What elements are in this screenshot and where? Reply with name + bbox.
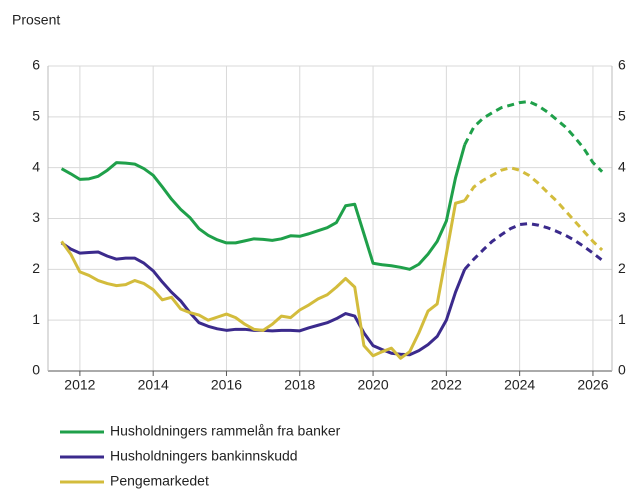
y2-tick-label: 3 bbox=[618, 209, 626, 225]
x-tick-label: 2026 bbox=[577, 377, 608, 393]
y2-tick-label: 0 bbox=[618, 362, 626, 378]
x-tick-label: 2016 bbox=[211, 377, 242, 393]
y-tick-label: 0 bbox=[32, 362, 40, 378]
x-tick-label: 2022 bbox=[431, 377, 462, 393]
y2-tick-label: 6 bbox=[618, 57, 626, 73]
series-line bbox=[60, 144, 467, 271]
y-tick-label: 3 bbox=[32, 209, 40, 225]
series-line bbox=[60, 199, 466, 360]
legend-label: Pengemarkedet bbox=[110, 473, 209, 489]
x-tick-label: 2012 bbox=[64, 377, 95, 393]
x-tick-label: 2014 bbox=[138, 377, 169, 393]
y-tick-label: 2 bbox=[32, 260, 40, 276]
forecast-line bbox=[463, 100, 604, 173]
chart-title: Prosent bbox=[12, 12, 60, 28]
y2-tick-label: 1 bbox=[618, 311, 626, 327]
legend-label: Husholdningers rammelån fra banker bbox=[110, 423, 341, 439]
y-tick-label: 5 bbox=[32, 108, 40, 124]
x-tick-label: 2018 bbox=[284, 377, 315, 393]
y-tick-label: 6 bbox=[32, 57, 40, 73]
series-line bbox=[60, 241, 467, 357]
y-tick-label: 4 bbox=[32, 158, 40, 174]
y2-tick-label: 4 bbox=[618, 158, 626, 174]
y2-tick-label: 2 bbox=[618, 260, 626, 276]
legend-label: Husholdningers bankinnskudd bbox=[110, 448, 298, 464]
y2-tick-label: 5 bbox=[618, 108, 626, 124]
x-tick-label: 2020 bbox=[357, 377, 388, 393]
forecast-line bbox=[463, 166, 604, 252]
forecast-line bbox=[463, 222, 604, 271]
y-tick-label: 1 bbox=[32, 311, 40, 327]
x-tick-label: 2024 bbox=[504, 377, 535, 393]
